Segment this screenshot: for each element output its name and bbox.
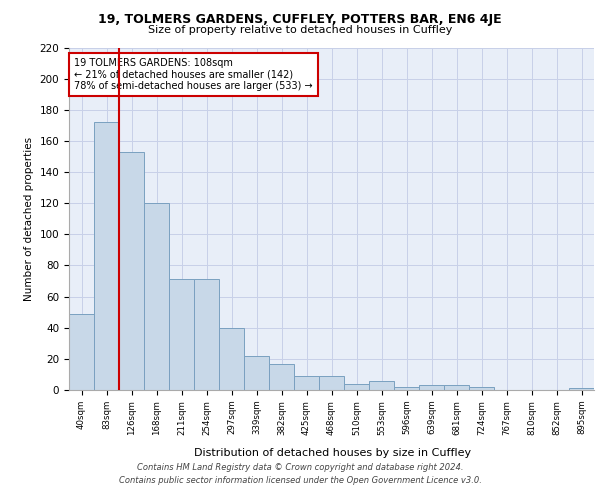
Bar [219,328,244,390]
Bar [119,152,144,390]
Bar [469,387,494,390]
Bar [269,364,294,390]
Bar [94,122,119,390]
Bar [419,386,444,390]
Text: 19 TOLMERS GARDENS: 108sqm
← 21% of detached houses are smaller (142)
78% of sem: 19 TOLMERS GARDENS: 108sqm ← 21% of deta… [74,58,313,91]
Text: 19, TOLMERS GARDENS, CUFFLEY, POTTERS BAR, EN6 4JE: 19, TOLMERS GARDENS, CUFFLEY, POTTERS BA… [98,12,502,26]
Bar [569,388,594,390]
Y-axis label: Number of detached properties: Number of detached properties [24,136,34,301]
Bar [69,314,94,390]
Bar [144,203,169,390]
Bar [369,380,394,390]
Bar [344,384,369,390]
Text: Contains public sector information licensed under the Open Government Licence v3: Contains public sector information licen… [119,476,481,485]
Bar [319,376,344,390]
Text: Contains HM Land Registry data © Crown copyright and database right 2024.: Contains HM Land Registry data © Crown c… [137,464,463,472]
Bar [394,387,419,390]
Bar [244,356,269,390]
Text: Size of property relative to detached houses in Cuffley: Size of property relative to detached ho… [148,25,452,35]
Text: Distribution of detached houses by size in Cuffley: Distribution of detached houses by size … [194,448,472,458]
Bar [194,280,219,390]
Bar [169,280,194,390]
Bar [294,376,319,390]
Bar [444,386,469,390]
